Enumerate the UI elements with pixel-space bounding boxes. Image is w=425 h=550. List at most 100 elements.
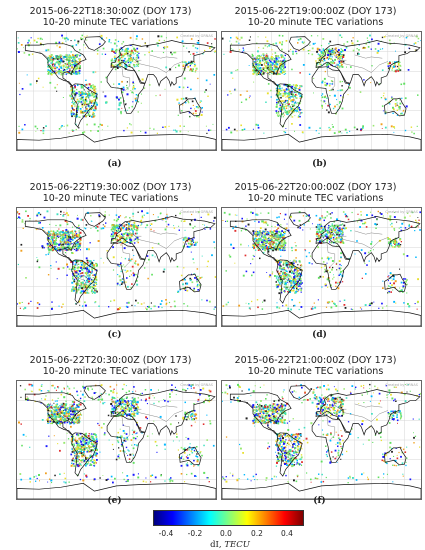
tec-point bbox=[81, 272, 84, 274]
tec-point bbox=[288, 96, 291, 99]
tec-point bbox=[195, 67, 198, 70]
tec-point bbox=[342, 242, 345, 244]
tec-point bbox=[284, 242, 286, 244]
tec-point bbox=[338, 130, 341, 133]
tec-point bbox=[256, 244, 258, 246]
tec-point bbox=[110, 233, 113, 236]
tec-point bbox=[320, 55, 322, 58]
tec-point bbox=[182, 61, 184, 63]
tec-point bbox=[62, 233, 64, 235]
tec-point bbox=[332, 234, 334, 236]
tec-point bbox=[75, 233, 78, 235]
tec-point bbox=[389, 224, 391, 226]
tec-point bbox=[318, 237, 321, 240]
tec-point bbox=[330, 231, 333, 234]
tec-point bbox=[193, 287, 195, 290]
tec-point bbox=[341, 89, 344, 91]
tec-point bbox=[337, 58, 339, 60]
tec-point bbox=[136, 225, 138, 227]
tec-point bbox=[58, 246, 61, 249]
tec-point bbox=[197, 278, 200, 281]
tec-point bbox=[34, 125, 37, 128]
tec-point bbox=[135, 57, 137, 59]
tec-point bbox=[75, 249, 78, 252]
tec-point bbox=[342, 227, 344, 229]
tec-point bbox=[291, 103, 293, 106]
tec-point bbox=[287, 114, 289, 116]
tec-point bbox=[278, 73, 281, 75]
tec-point bbox=[163, 268, 166, 271]
tec-point bbox=[280, 87, 282, 89]
tec-point bbox=[120, 56, 123, 59]
tec-point bbox=[69, 238, 71, 240]
tec-point bbox=[195, 112, 197, 115]
tec-point bbox=[83, 267, 85, 269]
tec-point bbox=[377, 42, 380, 45]
tec-point bbox=[286, 110, 289, 113]
tec-point bbox=[93, 105, 96, 108]
tec-point bbox=[291, 267, 293, 269]
tec-point bbox=[275, 110, 278, 112]
tec-point bbox=[120, 262, 122, 264]
tec-point bbox=[262, 68, 264, 70]
tec-point bbox=[254, 233, 256, 235]
tec-point bbox=[229, 40, 231, 42]
tec-point bbox=[213, 241, 215, 243]
tec-point bbox=[287, 263, 289, 265]
tec-point bbox=[111, 230, 113, 232]
tec-point bbox=[76, 235, 79, 238]
tec-point bbox=[104, 53, 107, 55]
tec-point bbox=[276, 101, 278, 104]
tec-point bbox=[257, 68, 259, 70]
tec-point bbox=[75, 60, 77, 62]
tec-point bbox=[75, 96, 77, 98]
tec-point bbox=[340, 131, 341, 133]
tec-point bbox=[279, 278, 282, 281]
tec-point bbox=[381, 36, 384, 39]
tec-point bbox=[264, 249, 267, 252]
tec-point bbox=[128, 60, 130, 62]
tec-point bbox=[88, 279, 90, 281]
tec-point bbox=[293, 282, 296, 285]
tec-point bbox=[83, 275, 85, 277]
tec-point bbox=[182, 283, 184, 286]
tec-point bbox=[332, 48, 333, 50]
tec-point bbox=[79, 94, 82, 97]
tec-point bbox=[393, 239, 396, 242]
tec-point bbox=[285, 83, 287, 86]
tec-point bbox=[279, 244, 281, 247]
tec-point bbox=[330, 128, 332, 130]
tec-point bbox=[298, 93, 300, 95]
tec-point bbox=[51, 236, 53, 238]
tec-point bbox=[262, 57, 265, 60]
tec-point bbox=[335, 64, 337, 66]
tec-point bbox=[329, 40, 332, 43]
tec-point bbox=[403, 221, 405, 223]
tec-point bbox=[399, 69, 401, 71]
tec-point bbox=[285, 262, 288, 264]
tec-point bbox=[23, 52, 26, 54]
tec-point bbox=[62, 243, 64, 246]
tec-point bbox=[312, 223, 313, 225]
tec-point bbox=[54, 65, 56, 67]
tec-point bbox=[405, 280, 407, 283]
tec-point bbox=[80, 92, 82, 95]
tec-point bbox=[86, 281, 89, 284]
tec-point bbox=[254, 57, 256, 60]
tec-point bbox=[290, 282, 293, 285]
tec-point bbox=[123, 235, 125, 238]
tec-point bbox=[322, 49, 325, 52]
tec-point bbox=[254, 238, 256, 240]
tec-point bbox=[81, 97, 83, 99]
tec-point bbox=[393, 131, 395, 133]
tec-point bbox=[360, 219, 363, 222]
tec-point bbox=[17, 211, 19, 213]
tec-point bbox=[205, 226, 208, 229]
tec-point bbox=[248, 65, 250, 66]
tec-point bbox=[89, 100, 91, 103]
tec-point bbox=[295, 268, 297, 270]
tec-point bbox=[259, 62, 262, 64]
tec-point bbox=[144, 267, 146, 269]
tec-point bbox=[402, 114, 404, 116]
tec-point bbox=[164, 228, 167, 231]
